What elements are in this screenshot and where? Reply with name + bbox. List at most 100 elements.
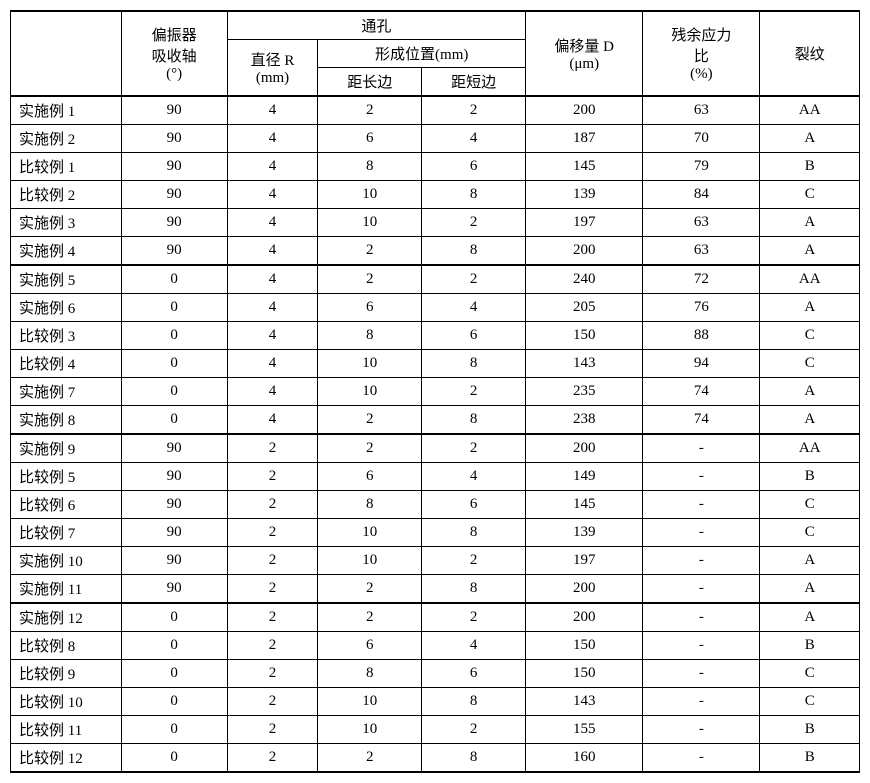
cell-residual: - [643,660,760,688]
table-row: 实施例 5042224072AA [11,265,860,294]
cell-crack: C [760,491,860,519]
cell-axis: 90 [121,434,227,463]
table-row: 比较例 690286145-C [11,491,860,519]
table-row: 实施例 70410223574A [11,378,860,406]
cell-axis: 90 [121,519,227,547]
cell-dia: 4 [227,181,318,209]
table-row: 比较例 7902108139-C [11,519,860,547]
cell-label: 比较例 9 [11,660,122,688]
cell-axis: 0 [121,294,227,322]
table-row: 比较例 1102102155-B [11,716,860,744]
table-row: 比较例 3048615088C [11,322,860,350]
cell-short: 6 [422,322,526,350]
cell-residual: 63 [643,96,760,125]
header-offset: 偏移量 D(μm) [526,11,643,96]
table-row: 实施例 990222200-AA [11,434,860,463]
cell-residual: 70 [643,125,760,153]
cell-residual: - [643,434,760,463]
cell-dia: 2 [227,575,318,604]
cell-label: 比较例 1 [11,153,122,181]
cell-crack: A [760,209,860,237]
cell-crack: A [760,603,860,632]
cell-offset: 200 [526,575,643,604]
cell-residual: 63 [643,209,760,237]
cell-offset: 200 [526,237,643,266]
cell-dia: 4 [227,209,318,237]
cell-offset: 197 [526,209,643,237]
table-row: 比较例 40410814394C [11,350,860,378]
cell-crack: C [760,322,860,350]
cell-crack: C [760,181,860,209]
cell-dia: 4 [227,350,318,378]
header-from-short: 距短边 [422,68,526,97]
table-row: 实施例 120222200-A [11,603,860,632]
cell-residual: - [643,716,760,744]
cell-label: 比较例 8 [11,632,122,660]
cell-dia: 2 [227,688,318,716]
header-crack: 裂纹 [760,11,860,96]
cell-long: 2 [318,237,422,266]
cell-long: 6 [318,125,422,153]
cell-offset: 150 [526,660,643,688]
cell-axis: 0 [121,716,227,744]
cell-short: 2 [422,209,526,237]
cell-label: 比较例 11 [11,716,122,744]
cell-short: 8 [422,744,526,773]
cell-dia: 4 [227,294,318,322]
cell-crack: A [760,294,860,322]
cell-long: 6 [318,294,422,322]
cell-short: 4 [422,632,526,660]
cell-offset: 197 [526,547,643,575]
cell-offset: 200 [526,434,643,463]
cell-long: 10 [318,688,422,716]
cell-dia: 4 [227,125,318,153]
cell-offset: 150 [526,632,643,660]
cell-label: 比较例 12 [11,744,122,773]
cell-dia: 4 [227,153,318,181]
data-table: 偏振器吸收轴(°) 通孔 偏移量 D(μm) 残余应力比(%) 裂纹 直径 R(… [10,10,860,773]
cell-crack: AA [760,96,860,125]
cell-long: 10 [318,181,422,209]
cell-residual: 84 [643,181,760,209]
cell-offset: 240 [526,265,643,294]
cell-long: 2 [318,96,422,125]
cell-offset: 160 [526,744,643,773]
cell-offset: 155 [526,716,643,744]
cell-short: 8 [422,575,526,604]
table-row: 实施例 390410219763A [11,209,860,237]
cell-long: 8 [318,491,422,519]
cell-axis: 90 [121,125,227,153]
cell-crack: A [760,378,860,406]
table-row: 比较例 120228160-B [11,744,860,773]
cell-long: 2 [318,575,422,604]
cell-dia: 2 [227,603,318,632]
cell-crack: C [760,519,860,547]
cell-axis: 0 [121,378,227,406]
cell-crack: B [760,632,860,660]
cell-offset: 145 [526,153,643,181]
cell-label: 实施例 6 [11,294,122,322]
cell-dia: 4 [227,96,318,125]
cell-dia: 2 [227,744,318,773]
cell-offset: 143 [526,688,643,716]
cell-dia: 2 [227,463,318,491]
cell-axis: 90 [121,237,227,266]
cell-short: 2 [422,96,526,125]
cell-label: 比较例 3 [11,322,122,350]
cell-dia: 2 [227,434,318,463]
cell-offset: 238 [526,406,643,435]
cell-offset: 139 [526,181,643,209]
cell-axis: 0 [121,632,227,660]
cell-axis: 0 [121,265,227,294]
table-header: 偏振器吸收轴(°) 通孔 偏移量 D(μm) 残余应力比(%) 裂纹 直径 R(… [11,11,860,96]
cell-crack: B [760,153,860,181]
cell-short: 2 [422,265,526,294]
cell-axis: 90 [121,96,227,125]
cell-short: 6 [422,491,526,519]
cell-offset: 143 [526,350,643,378]
cell-offset: 145 [526,491,643,519]
cell-dia: 2 [227,547,318,575]
table-row: 实施例 49042820063A [11,237,860,266]
cell-offset: 149 [526,463,643,491]
header-polarizer: 偏振器吸收轴(°) [121,11,227,96]
